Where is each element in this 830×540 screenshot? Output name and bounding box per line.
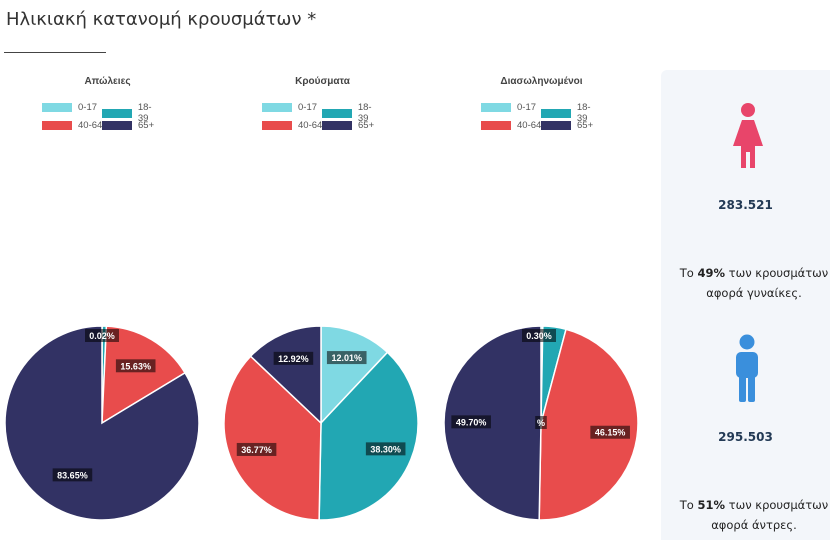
svg-text:49.70%: 49.70% [456, 417, 487, 427]
gender-panel: 283.521 Το 49% των κρουσμάτων αφορά γυνα… [661, 70, 830, 540]
data-label: 46.15% [590, 425, 630, 439]
male-note: Το 51% των κρουσμάτων αφορά άντρες. [679, 498, 829, 532]
legend-item-18-39[interactable]: 18-39 [102, 102, 162, 124]
legend-item-40-64[interactable]: 40-64 [262, 120, 322, 131]
svg-text:0.02%: 0.02% [89, 331, 115, 341]
data-label: 38.30% [365, 442, 406, 456]
chart-title: Κρούσματα [295, 76, 350, 87]
chart-title: Απώλειες [84, 76, 131, 87]
svg-text:12.01%: 12.01% [331, 353, 362, 363]
legend-item-18-39[interactable]: 18-39 [541, 102, 601, 124]
pie-chart-intubated: Διασωληνωμένοι 0-17 18-39 40-64 65+ 0.30… [434, 70, 649, 530]
legend-item-0-17[interactable]: 0-17 [481, 102, 536, 113]
data-label: 15.63% [115, 359, 156, 373]
pie-slice-40-64[interactable] [538, 328, 639, 521]
pie-slice-18-39[interactable] [318, 351, 419, 521]
data-label: 49.70% [451, 415, 491, 429]
data-label: 12.92% [273, 351, 314, 365]
svg-text:15.63%: 15.63% [120, 361, 151, 371]
title-underline [4, 52, 106, 53]
legend-item-0-17[interactable]: 0-17 [42, 102, 97, 113]
svg-text:36.77%: 36.77% [241, 445, 272, 455]
pie-svg: 0.02% 15.63% 83.65% [4, 325, 200, 521]
data-label: 0.30% [522, 329, 556, 342]
data-label: 83.65% [52, 468, 93, 482]
female-note: Το 49% των κρουσμάτων αφορά γυναίκες. [679, 266, 829, 300]
svg-text:83.65%: 83.65% [57, 470, 88, 480]
female-count: 283.521 [718, 198, 773, 212]
male-icon [736, 334, 758, 402]
pie-slice-65plus[interactable] [249, 325, 322, 425]
svg-text:38.30%: 38.30% [370, 444, 401, 454]
female-icon [733, 103, 763, 168]
svg-text:46.15%: 46.15% [595, 428, 626, 438]
page-title: Ηλικιακή κατανομή κρουσμάτων * [6, 9, 317, 30]
legend-item-65plus[interactable]: 65+ [102, 120, 154, 131]
legend-item-18-39[interactable]: 18-39 [322, 102, 382, 124]
pie-slice-40-64[interactable] [223, 355, 322, 521]
data-label: 12.01% [326, 351, 367, 365]
data-label: 0.02% [85, 329, 119, 342]
pie-chart-deaths: Απώλειες 0-17 18-39 40-64 65+ 0.02% 15.63… [0, 70, 215, 530]
legend-item-40-64[interactable]: 40-64 [481, 120, 541, 131]
chart-title: Διασωληνωμένοι [500, 76, 583, 87]
male-count: 295.503 [718, 430, 773, 444]
svg-text:0.30%: 0.30% [526, 331, 552, 341]
svg-text:12.92%: 12.92% [278, 354, 309, 364]
legend-item-65plus[interactable]: 65+ [322, 120, 374, 131]
pie-chart-cases: Κρούσματα 0-17 18-39 40-64 65+ 12.01% 38.… [215, 70, 430, 530]
pie-slice-0-17[interactable] [320, 325, 389, 425]
pie-svg: 12.01% 38.30% 36.77% 12.92% [223, 325, 419, 521]
legend-item-0-17[interactable]: 0-17 [262, 102, 317, 113]
svg-text:%: % [537, 418, 545, 428]
legend-item-65plus[interactable]: 65+ [541, 120, 593, 131]
data-label: % [535, 416, 547, 429]
pie-svg: 0.30%% 46.15% 49.70% [443, 325, 639, 521]
data-label: 36.77% [236, 442, 277, 456]
pie-slice-65plus[interactable] [443, 325, 542, 521]
legend-item-40-64[interactable]: 40-64 [42, 120, 102, 131]
pie-slice-40-64[interactable] [101, 325, 187, 425]
